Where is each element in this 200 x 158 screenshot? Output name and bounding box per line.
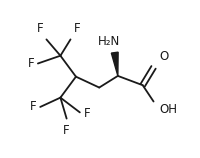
Text: F: F xyxy=(63,124,70,137)
Text: O: O xyxy=(159,50,168,63)
Text: F: F xyxy=(37,22,43,35)
Text: F: F xyxy=(74,22,80,35)
Text: F: F xyxy=(30,100,36,113)
Text: H₂N: H₂N xyxy=(97,35,120,48)
Text: OH: OH xyxy=(159,103,177,116)
Text: F: F xyxy=(27,57,34,70)
Text: F: F xyxy=(84,107,90,120)
Polygon shape xyxy=(111,52,118,76)
